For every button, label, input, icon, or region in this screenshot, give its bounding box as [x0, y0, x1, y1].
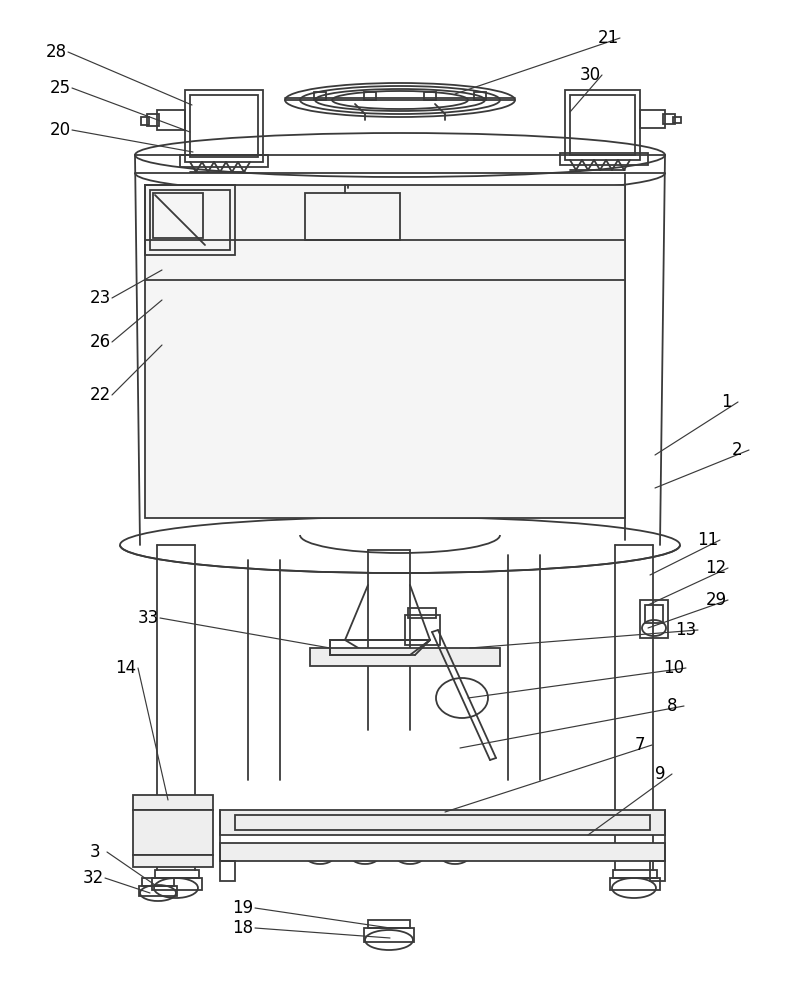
Bar — [133, 810, 213, 855]
Bar — [408, 608, 436, 618]
Bar — [640, 600, 668, 638]
Bar — [145, 185, 625, 518]
Text: 2: 2 — [732, 441, 742, 459]
Bar — [663, 114, 675, 124]
Bar — [610, 878, 660, 890]
Text: 33: 33 — [138, 609, 159, 627]
Bar — [157, 110, 185, 130]
Bar — [220, 810, 665, 835]
Bar — [220, 843, 665, 861]
Bar — [364, 92, 376, 100]
Bar — [314, 92, 326, 100]
Bar — [570, 95, 635, 155]
Bar — [153, 193, 203, 238]
Bar — [650, 861, 665, 881]
Bar — [474, 92, 486, 100]
Bar — [640, 110, 665, 128]
Bar — [364, 928, 414, 942]
Bar — [152, 878, 202, 890]
Text: 21: 21 — [597, 29, 619, 47]
Text: 10: 10 — [664, 659, 684, 677]
Bar — [180, 155, 268, 167]
Text: 12: 12 — [706, 559, 727, 577]
Bar — [150, 190, 230, 250]
Text: 9: 9 — [655, 765, 665, 783]
Bar — [145, 185, 235, 255]
Bar — [613, 870, 657, 878]
Text: 7: 7 — [634, 736, 645, 754]
Bar — [305, 193, 400, 240]
Text: 22: 22 — [89, 386, 111, 404]
Bar — [133, 855, 213, 867]
Text: 13: 13 — [676, 621, 697, 639]
Bar — [147, 114, 159, 126]
Text: 14: 14 — [115, 659, 137, 677]
Text: 28: 28 — [45, 43, 66, 61]
Text: 23: 23 — [89, 289, 111, 307]
Bar — [141, 117, 149, 125]
Text: 18: 18 — [233, 919, 254, 937]
Text: 3: 3 — [89, 843, 100, 861]
Text: 25: 25 — [49, 79, 70, 97]
Bar — [405, 615, 440, 645]
Bar — [220, 861, 235, 881]
Bar — [155, 870, 199, 878]
Bar — [185, 90, 263, 162]
Bar — [645, 605, 663, 623]
Text: 26: 26 — [89, 333, 111, 351]
Bar — [142, 878, 174, 886]
Bar — [190, 95, 258, 157]
Bar — [139, 886, 177, 896]
Bar — [560, 153, 648, 165]
Text: 8: 8 — [667, 697, 677, 715]
Text: 1: 1 — [721, 393, 732, 411]
Bar — [673, 117, 681, 123]
Bar — [368, 920, 410, 928]
Text: 32: 32 — [82, 869, 104, 887]
Bar — [565, 90, 640, 160]
Text: 20: 20 — [49, 121, 70, 139]
Bar — [310, 648, 500, 666]
Bar — [424, 92, 436, 100]
Text: 30: 30 — [580, 66, 600, 84]
Text: 19: 19 — [233, 899, 254, 917]
Bar — [235, 815, 650, 830]
Text: 29: 29 — [706, 591, 727, 609]
Text: 11: 11 — [698, 531, 719, 549]
Bar — [133, 795, 213, 810]
